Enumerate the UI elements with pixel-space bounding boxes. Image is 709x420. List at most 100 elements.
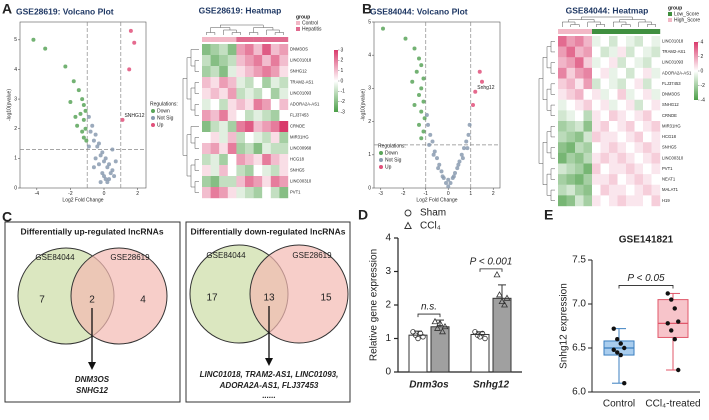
- venn-title: Differentially up-regulated lncRNAs: [20, 226, 163, 236]
- heatmap-cell: [592, 152, 601, 164]
- legend-marker: [404, 209, 412, 217]
- point: [421, 99, 426, 104]
- heatmap-cell: [236, 154, 246, 166]
- heatmap-cell: [270, 165, 280, 177]
- annotation: P < 0.05: [627, 273, 665, 284]
- heatmap-cell: [575, 78, 584, 90]
- heatmap-title: GSE28619: Heatmap: [199, 5, 282, 15]
- point: [422, 116, 427, 121]
- heatmap-cell: [583, 184, 593, 196]
- legend-label: Sham: [420, 208, 446, 219]
- y-tick-label: 6.5: [572, 343, 586, 354]
- y-tick-label: 2: [14, 126, 17, 132]
- venn-set: GSE84044: [35, 253, 75, 262]
- point: [112, 174, 117, 179]
- heatmap-cell: [600, 36, 610, 47]
- heatmap-cell: [634, 121, 644, 132]
- heatmap-cell: [210, 66, 220, 78]
- point: [412, 103, 417, 107]
- heatmap-cell: [575, 121, 584, 132]
- heatmap-cell: [592, 46, 601, 58]
- legend-marker: [404, 221, 412, 229]
- row-label: MIR31HG: [290, 135, 309, 140]
- heatmap-cell: [236, 176, 246, 188]
- heatmap-cell: [592, 78, 601, 90]
- heatmap-cell: [245, 165, 254, 177]
- heatmap-cell: [651, 174, 661, 185]
- venn-set: GSE28619: [110, 253, 150, 262]
- heatmap-cell: [575, 152, 584, 164]
- point: [446, 184, 451, 189]
- heatmap-cell: [253, 55, 263, 67]
- heatmap-cell: [643, 46, 652, 58]
- heatmap-cell: [592, 67, 601, 79]
- row-label: CRNDE: [662, 113, 677, 118]
- heatmap-cell: [583, 57, 593, 69]
- y-axis-label: -log10(pvalue): [6, 89, 12, 121]
- point: [88, 129, 93, 134]
- heatmap-cell: [592, 36, 601, 47]
- heatmap-cell: [617, 110, 627, 122]
- point: [618, 341, 623, 346]
- point: [471, 103, 475, 107]
- point: [93, 132, 98, 137]
- heatmap-cell: [245, 110, 254, 122]
- heatmap-cell: [558, 184, 567, 196]
- heatmap-cell: [609, 99, 618, 111]
- heatmap-cell: [600, 163, 610, 175]
- point: [441, 322, 449, 330]
- point: [501, 301, 508, 308]
- venn-up: Differentially up-regulated lncRNAs GSE8…: [4, 221, 181, 403]
- row-label: PVT1: [290, 190, 301, 195]
- dendrogram: [182, 78, 187, 156]
- point: [472, 329, 478, 335]
- heatmap-cell: [592, 121, 601, 132]
- heatmap-cell: [643, 195, 652, 207]
- row-label: FLJ37453: [662, 81, 681, 86]
- heatmap-cell: [558, 195, 567, 207]
- heatmap-cell: [592, 131, 601, 143]
- group-bar: [253, 37, 263, 42]
- heatmap-cell: [626, 110, 635, 122]
- row-label: SNHG5: [290, 168, 305, 173]
- heatmap-cell: [575, 46, 584, 58]
- box: [657, 299, 689, 338]
- heatmap-cell: [219, 132, 228, 144]
- heatmap-cell: [202, 88, 211, 100]
- heatmap-cell: [202, 110, 211, 122]
- point: [102, 174, 106, 179]
- legend-title: Regulations:: [378, 143, 406, 149]
- heatmap-cell: [600, 195, 610, 207]
- point: [435, 156, 439, 161]
- heatmap-cell: [566, 36, 576, 47]
- heatmap-cell: [227, 187, 237, 199]
- heatmap-cell: [600, 142, 610, 154]
- group-bar: [575, 29, 584, 34]
- row-label: FLJ37453: [290, 113, 309, 118]
- point: [98, 180, 103, 185]
- heatmap-cell: [279, 77, 289, 89]
- y-tick-label: 0: [368, 185, 371, 191]
- point: [78, 111, 83, 116]
- heatmap-cell: [634, 174, 644, 185]
- heatmap-cell: [583, 36, 593, 47]
- heatmap-cell: [227, 88, 237, 100]
- heatmap-cell: [600, 131, 610, 143]
- point: [93, 156, 98, 161]
- heatmap-cell: [566, 78, 576, 90]
- colorbar-label: -3: [341, 109, 346, 115]
- heatmap-cell: [575, 163, 584, 175]
- heatmap-cell: [609, 152, 618, 164]
- legend-swatch: [296, 21, 300, 25]
- point: [31, 37, 36, 42]
- heatmap-cell: [270, 88, 280, 100]
- heatmap-cell: [609, 78, 618, 90]
- colorbar-label: 4: [701, 39, 704, 45]
- point: [460, 156, 465, 161]
- legend-marker: [379, 158, 383, 162]
- heatmap-cell: [600, 110, 610, 122]
- legend-label: High_Score: [674, 17, 700, 23]
- legend-label: Down: [385, 150, 398, 156]
- venn-gene: ADORA2A-AS1, FLJ37453: [219, 381, 319, 390]
